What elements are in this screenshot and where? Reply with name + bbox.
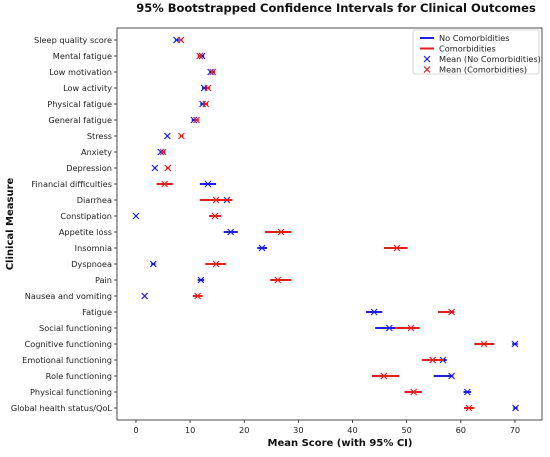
y-tick-label: Low activity bbox=[63, 83, 112, 93]
mean-marker bbox=[448, 308, 456, 316]
y-tick-label: Low motivation bbox=[49, 67, 112, 77]
data-marks bbox=[132, 36, 519, 412]
chart-title: 95% Bootstrapped Confidence Intervals fo… bbox=[136, 1, 536, 15]
y-tick-label: Global health status/QoL bbox=[11, 403, 113, 413]
y-tick-label: Cognitive functioning bbox=[25, 339, 112, 349]
series-comorbidities bbox=[156, 36, 495, 412]
mean-marker bbox=[212, 260, 220, 268]
mean-marker bbox=[393, 244, 401, 252]
y-axis-title: Clinical Measure bbox=[5, 177, 16, 270]
y-tick-label: Dyspnoea bbox=[71, 259, 112, 269]
x-tick-label: 60 bbox=[456, 425, 466, 435]
mean-marker bbox=[202, 100, 210, 108]
mean-marker bbox=[151, 164, 159, 172]
mean-marker bbox=[204, 180, 212, 188]
mean-marker bbox=[163, 132, 171, 140]
mean-marker bbox=[277, 228, 285, 236]
mean-marker bbox=[204, 84, 212, 92]
series-no-comorbidities bbox=[132, 36, 519, 412]
mean-marker bbox=[178, 132, 185, 140]
plot-area bbox=[116, 27, 543, 421]
mean-marker bbox=[274, 276, 282, 284]
mean-marker bbox=[512, 404, 519, 412]
mean-marker bbox=[410, 388, 418, 396]
mean-marker bbox=[211, 212, 219, 220]
legend-label: Mean (No Comorbidities) bbox=[439, 54, 541, 64]
x-tick-label: 30 bbox=[293, 425, 303, 435]
y-tick-label: Sleep quality score bbox=[34, 35, 112, 45]
y-axis: Sleep quality score Mental fatigue Low mot… bbox=[11, 35, 117, 413]
mean-marker bbox=[429, 356, 437, 364]
mean-marker bbox=[161, 180, 169, 188]
y-tick-label: Emotional functioning bbox=[22, 355, 112, 365]
mean-marker bbox=[385, 324, 393, 332]
y-tick-label: Diarrhea bbox=[77, 195, 112, 205]
mean-marker bbox=[380, 372, 388, 380]
mean-marker bbox=[149, 260, 157, 268]
mean-marker bbox=[370, 308, 378, 316]
legend-box bbox=[412, 29, 540, 75]
y-tick-label: Financial difficulties bbox=[31, 179, 112, 189]
legend-marker bbox=[423, 55, 431, 63]
mean-marker bbox=[407, 324, 415, 332]
legend-label: No Comorbidities bbox=[439, 33, 510, 43]
mean-marker bbox=[141, 292, 149, 300]
y-tick-label: Constipation bbox=[60, 211, 112, 221]
y-tick-label: General fatigue bbox=[48, 115, 112, 125]
y-tick-label: Insomnia bbox=[75, 243, 112, 253]
y-tick-label: Mental fatigue bbox=[53, 51, 112, 61]
mean-marker bbox=[177, 36, 185, 44]
y-tick-label: Stress bbox=[87, 131, 112, 141]
mean-marker bbox=[511, 340, 519, 348]
x-tick-label: 40 bbox=[347, 425, 357, 435]
x-tick-label: 0 bbox=[133, 425, 138, 435]
y-tick-label: Depression bbox=[66, 163, 112, 173]
y-tick-label: Role functioning bbox=[46, 371, 112, 381]
mean-marker bbox=[227, 228, 235, 236]
x-tick-label: 50 bbox=[401, 425, 411, 435]
y-tick-label: Nausea and vomiting bbox=[25, 291, 112, 301]
mean-marker bbox=[197, 276, 205, 284]
legend-label: Mean (Comorbidities) bbox=[439, 65, 527, 75]
y-tick-label: Fatigue bbox=[82, 307, 112, 317]
mean-marker bbox=[480, 340, 488, 348]
y-tick-label: Anxiety bbox=[81, 147, 112, 157]
mean-marker bbox=[190, 116, 198, 124]
y-tick-label: Social functioning bbox=[39, 323, 112, 333]
mean-marker bbox=[194, 292, 202, 300]
mean-marker bbox=[465, 404, 473, 412]
y-tick-label: Pain bbox=[95, 275, 112, 285]
mean-marker bbox=[193, 116, 201, 124]
legend-label: Comorbidities bbox=[439, 44, 496, 54]
mean-marker bbox=[196, 52, 204, 60]
x-tick-label: 20 bbox=[239, 425, 249, 435]
mean-marker bbox=[164, 164, 172, 172]
x-tick-label: 70 bbox=[510, 425, 520, 435]
mean-marker bbox=[212, 196, 220, 204]
mean-marker bbox=[448, 372, 456, 380]
mean-marker bbox=[159, 148, 167, 156]
mean-marker bbox=[258, 244, 266, 252]
x-axis: 0 10 20 30 40 50 60 70 bbox=[133, 420, 520, 435]
mean-marker bbox=[132, 212, 140, 220]
y-tick-label: Physical functioning bbox=[30, 387, 112, 397]
y-tick-label: Physical fatigue bbox=[47, 99, 112, 109]
mean-marker bbox=[209, 68, 217, 76]
x-tick-label: 10 bbox=[185, 425, 195, 435]
x-axis-title: Mean Score (with 95% CI) bbox=[268, 438, 413, 449]
legend-marker bbox=[423, 66, 431, 73]
y-tick-label: Appetite loss bbox=[59, 227, 112, 237]
mean-marker bbox=[463, 388, 471, 396]
